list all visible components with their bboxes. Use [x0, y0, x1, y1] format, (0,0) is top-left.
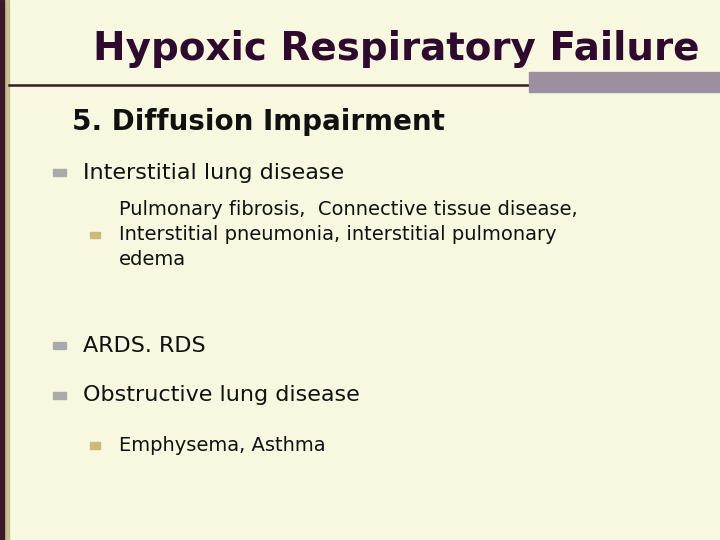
Text: 5. Diffusion Impairment: 5. Diffusion Impairment: [72, 107, 445, 136]
Bar: [53, 392, 66, 399]
Bar: [0, 0, 9, 540]
Text: Hypoxic Respiratory Failure: Hypoxic Respiratory Failure: [93, 30, 699, 68]
Text: Interstitial lung disease: Interstitial lung disease: [83, 163, 344, 183]
Bar: [0, 0, 4, 540]
Text: Emphysema, Asthma: Emphysema, Asthma: [119, 436, 325, 455]
Bar: [89, 232, 101, 238]
Text: Pulmonary fibrosis,  Connective tissue disease,
Interstitial pneumonia, intersti: Pulmonary fibrosis, Connective tissue di…: [119, 200, 577, 269]
Bar: [53, 342, 66, 349]
Text: Obstructive lung disease: Obstructive lung disease: [83, 385, 359, 406]
Bar: [53, 169, 66, 177]
Bar: [529, 72, 720, 92]
Bar: [89, 442, 101, 449]
Text: ARDS. RDS: ARDS. RDS: [83, 335, 205, 356]
